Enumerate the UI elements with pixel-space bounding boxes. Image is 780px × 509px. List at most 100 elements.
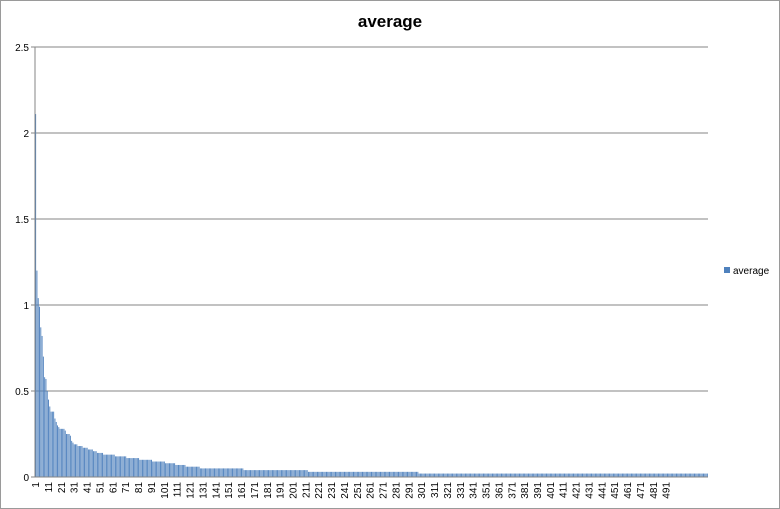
bar <box>682 473 684 477</box>
bar <box>647 473 649 477</box>
bar <box>548 473 550 477</box>
bar <box>170 463 172 477</box>
bar <box>342 471 344 477</box>
bar <box>481 473 483 477</box>
bar <box>136 458 138 477</box>
bar <box>196 466 197 477</box>
bar <box>233 468 235 477</box>
bar <box>502 473 504 477</box>
bar <box>85 447 87 477</box>
bar <box>354 471 356 477</box>
bar <box>597 473 599 477</box>
bar <box>214 468 215 477</box>
bar <box>437 473 439 477</box>
bar <box>144 459 146 477</box>
bar <box>311 471 313 477</box>
bar <box>134 458 136 477</box>
bar <box>187 466 188 477</box>
bar <box>320 471 322 477</box>
bar <box>386 471 388 477</box>
bar <box>279 470 281 477</box>
bar <box>362 471 363 477</box>
bar <box>184 464 186 477</box>
bar <box>104 454 106 477</box>
bar <box>694 473 695 477</box>
bar <box>394 471 396 477</box>
bar <box>524 473 526 477</box>
bar <box>488 473 490 477</box>
bar <box>270 470 272 477</box>
bar <box>706 473 708 477</box>
x-tick-label: 71 <box>121 482 132 494</box>
bar <box>564 473 565 477</box>
bar <box>484 473 486 477</box>
bar <box>167 463 169 477</box>
bar <box>250 470 252 477</box>
bar <box>116 456 118 477</box>
x-tick-label: 401 <box>546 482 557 499</box>
bar <box>444 473 446 477</box>
bar <box>522 473 524 477</box>
bar <box>413 471 415 477</box>
x-tick-label: 471 <box>636 482 647 499</box>
bar <box>557 473 559 477</box>
bar <box>364 471 366 477</box>
bar <box>636 473 638 477</box>
bar <box>210 468 212 477</box>
bar <box>515 473 517 477</box>
bar <box>244 470 246 477</box>
bar <box>692 473 694 477</box>
bar <box>318 471 320 477</box>
bar <box>229 468 231 477</box>
bar <box>313 471 315 477</box>
bar <box>282 470 284 477</box>
bar <box>310 471 312 477</box>
bar <box>96 452 98 477</box>
bar <box>327 471 329 477</box>
bar <box>206 468 208 477</box>
bar <box>376 471 378 477</box>
bar <box>145 459 147 477</box>
bar <box>234 468 236 477</box>
x-tick-label: 381 <box>520 482 531 499</box>
bar <box>247 470 249 477</box>
bar <box>156 461 158 477</box>
bar <box>691 473 693 477</box>
y-tick-label: 0.5 <box>15 387 29 398</box>
bar <box>163 461 165 477</box>
bar <box>652 473 654 477</box>
bar <box>157 461 159 477</box>
bar <box>221 468 223 477</box>
bar <box>681 473 683 477</box>
bar <box>314 471 316 477</box>
bar <box>226 468 228 477</box>
bar <box>513 473 515 477</box>
bar <box>471 473 473 477</box>
bar <box>266 470 268 477</box>
bar <box>292 470 294 477</box>
bar <box>257 470 259 477</box>
bar <box>269 470 271 477</box>
bar <box>228 468 230 477</box>
bar <box>35 114 37 477</box>
bar <box>490 473 492 477</box>
bar <box>353 471 354 477</box>
bar <box>425 473 427 477</box>
bar <box>657 473 659 477</box>
bar <box>232 468 233 477</box>
bar <box>60 428 62 477</box>
bar <box>508 473 510 477</box>
bar <box>457 473 459 477</box>
bar <box>391 471 393 477</box>
bar <box>316 471 318 477</box>
bar <box>80 446 82 477</box>
bar <box>574 473 576 477</box>
bar <box>611 473 613 477</box>
bar <box>237 468 239 477</box>
bar <box>301 470 303 477</box>
bar <box>458 473 460 477</box>
bar <box>512 473 514 477</box>
bar <box>699 473 701 477</box>
bar <box>194 466 196 477</box>
bar <box>193 466 195 477</box>
